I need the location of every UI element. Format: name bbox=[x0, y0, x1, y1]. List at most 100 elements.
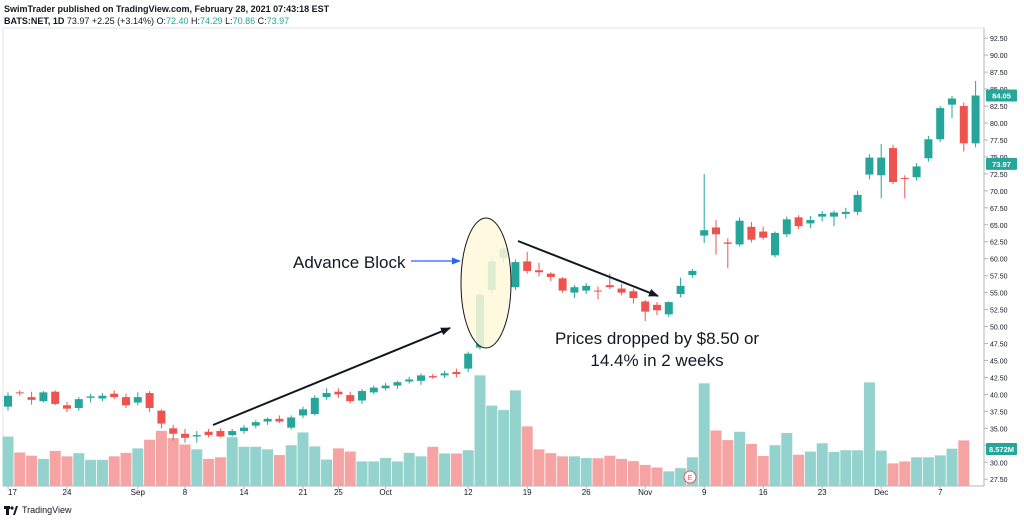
volume-bar bbox=[816, 443, 828, 486]
candle bbox=[310, 395, 319, 416]
volume-bar bbox=[368, 461, 380, 486]
time-tick-label: Oct bbox=[379, 488, 392, 497]
candle bbox=[794, 215, 803, 229]
volume-bar bbox=[2, 436, 14, 486]
candle bbox=[617, 283, 626, 296]
price-tick-label: 52.50 bbox=[990, 308, 1008, 315]
volume-bar bbox=[439, 453, 451, 486]
volume-bar bbox=[722, 440, 734, 486]
candle-body bbox=[853, 194, 862, 212]
price-tick-label: 30.00 bbox=[990, 460, 1008, 467]
candle-body bbox=[818, 213, 827, 217]
volume-bar bbox=[474, 375, 486, 486]
candle-body bbox=[723, 242, 732, 244]
publisher-line: SwimTrader published on TradingView.com,… bbox=[4, 4, 329, 14]
candle-body bbox=[924, 139, 933, 159]
price-axis: 92.5090.0087.5085.0082.5080.0077.5075.00… bbox=[984, 36, 1008, 484]
time-tick-label: Nov bbox=[638, 488, 652, 497]
candle-body bbox=[369, 387, 378, 393]
time-tick-label: 14 bbox=[240, 488, 249, 497]
price-tick-label: 62.50 bbox=[990, 240, 1008, 247]
candle-body bbox=[629, 291, 638, 299]
candle-body bbox=[747, 226, 756, 240]
volume-bar bbox=[203, 458, 215, 486]
candle bbox=[263, 417, 272, 425]
candle-body bbox=[381, 385, 390, 389]
price-badge-label: 73.97 bbox=[992, 160, 1011, 169]
volume-bar bbox=[675, 468, 687, 486]
candle-body bbox=[346, 395, 355, 402]
candle bbox=[251, 420, 260, 429]
candle bbox=[723, 238, 732, 269]
time-tick-label: 25 bbox=[334, 488, 343, 497]
candle-body bbox=[948, 98, 956, 105]
volume-bar bbox=[285, 445, 297, 486]
candle bbox=[228, 429, 237, 437]
candle bbox=[582, 283, 591, 294]
uptrend-arrow bbox=[212, 327, 451, 426]
price-tick-label: 72.50 bbox=[990, 172, 1008, 179]
open-label: O: bbox=[156, 16, 166, 26]
volume-bar bbox=[332, 448, 344, 486]
candle bbox=[15, 390, 24, 396]
candle bbox=[641, 300, 650, 322]
candle bbox=[688, 268, 697, 278]
candle-body bbox=[582, 285, 591, 291]
price-tick-label: 70.00 bbox=[990, 189, 1008, 196]
volume-bar bbox=[14, 452, 26, 486]
volume-bar bbox=[922, 457, 934, 486]
volume-bar bbox=[781, 433, 793, 486]
candle bbox=[912, 163, 921, 181]
candle-body bbox=[310, 397, 319, 415]
candle bbox=[204, 429, 213, 438]
volume-bar bbox=[226, 437, 238, 486]
candle bbox=[936, 106, 945, 142]
price-tick-label: 50.00 bbox=[990, 325, 1008, 332]
candle bbox=[782, 216, 791, 237]
volume-bar bbox=[757, 456, 769, 486]
price-tick-label: 77.50 bbox=[990, 138, 1008, 145]
price-change: +2.25 (+3.14%) bbox=[91, 16, 154, 26]
candle bbox=[664, 301, 673, 318]
candle bbox=[405, 376, 414, 384]
volume-bar bbox=[415, 456, 427, 486]
price-tick-label: 87.50 bbox=[990, 70, 1008, 77]
candle-body bbox=[15, 392, 24, 394]
candle-body bbox=[523, 261, 532, 271]
volume-bar bbox=[391, 461, 403, 486]
volume-bar bbox=[828, 451, 840, 486]
candle-body bbox=[133, 397, 142, 403]
volume-bar bbox=[568, 456, 580, 486]
volume-bar bbox=[840, 450, 852, 486]
candle bbox=[27, 391, 36, 405]
price-badge bbox=[986, 89, 1017, 102]
candle-body bbox=[51, 391, 60, 404]
volume-bar bbox=[344, 451, 356, 486]
volume-bar bbox=[580, 457, 592, 486]
candle bbox=[393, 380, 402, 389]
volume-bar bbox=[273, 455, 285, 486]
candle bbox=[735, 217, 744, 247]
candle-body bbox=[428, 376, 437, 378]
candle-body bbox=[617, 288, 626, 293]
volume-bar bbox=[26, 455, 38, 486]
candle-body bbox=[334, 391, 343, 395]
candle bbox=[959, 102, 968, 152]
candle-body bbox=[74, 399, 83, 408]
candle-body bbox=[794, 217, 803, 227]
volume-bar bbox=[769, 445, 781, 486]
time-axis: 17 24 Sep 8 14 21 25 Oct 12 19 26 Nov 9 16 23 Dec 7 bbox=[7, 486, 943, 497]
open-value: 72.40 bbox=[165, 16, 189, 26]
candle bbox=[110, 390, 119, 400]
tradingview-brand: TradingView bbox=[22, 505, 72, 515]
candle-body bbox=[841, 211, 850, 214]
volume-bar bbox=[498, 410, 510, 486]
volume-bar bbox=[557, 456, 569, 486]
volume-bars bbox=[2, 375, 970, 486]
earnings-marker[interactable] bbox=[683, 470, 697, 484]
tradingview-footer[interactable]: TradingView bbox=[4, 504, 72, 516]
candle bbox=[818, 211, 827, 222]
time-tick-label: Dec bbox=[874, 488, 888, 497]
candle-body bbox=[169, 428, 178, 434]
